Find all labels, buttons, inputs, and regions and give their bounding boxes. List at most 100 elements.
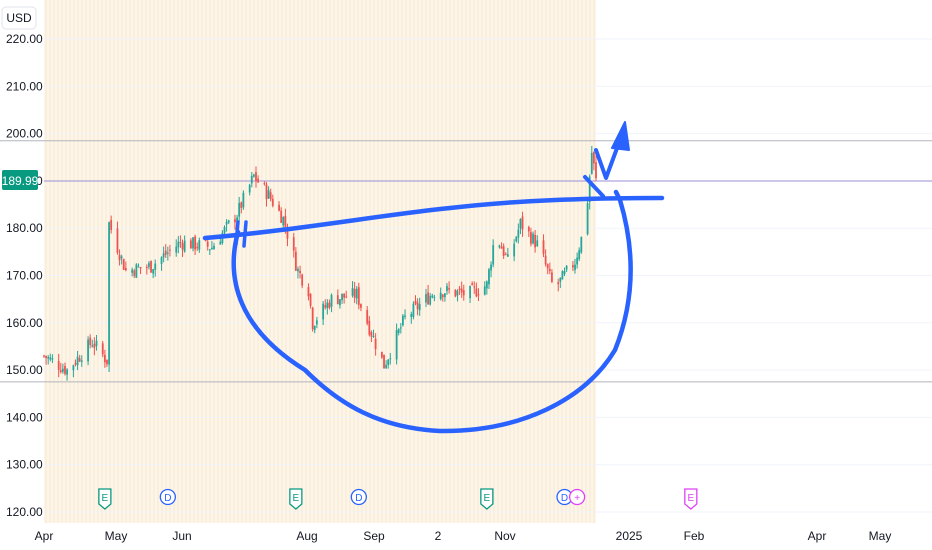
candle-body [330,294,333,307]
candle-body [76,356,79,366]
candle-body [485,281,488,289]
candle-body [294,251,297,271]
candle-body [169,249,171,251]
candle-body [471,283,474,286]
price-axis[interactable]: 220.00210.00200.00190.00180.00170.00160.… [6,32,43,519]
candle-body [439,292,442,300]
candle-body [572,265,574,268]
tick-mark-right [242,220,248,248]
candle-body [429,295,432,305]
x-tick-label: 2 [435,529,442,543]
event-marker-future[interactable]: + [568,488,586,506]
horizontal-lines [0,140,932,383]
event-marker-earnings[interactable]: E [289,488,303,510]
candle-body [43,355,45,357]
candle-body [322,303,325,320]
y-tick-label: 120.00 [6,505,43,519]
dividend-circle [159,488,176,506]
y-tick-label: 180.00 [6,221,43,235]
candle-body [257,178,259,183]
event-marker-earnings[interactable]: E [480,488,494,510]
candle-body [166,252,169,254]
candle-body [355,288,358,299]
event-marker-future[interactable]: E [684,488,698,510]
candle-body [502,246,505,256]
candle-body [412,303,415,317]
candle-body [211,247,213,250]
candle-body [353,288,356,298]
dividend-circle [350,488,367,506]
candle-body [103,355,106,363]
y-tick-label: 170.00 [6,269,43,283]
candle-body [360,304,362,308]
candle-body [563,271,566,274]
event-letter: D [561,493,568,504]
candle-body [357,287,360,305]
candle-body [250,175,253,184]
candle-body [183,240,186,252]
x-tick-label: May [105,529,128,543]
event-marker-dividend[interactable]: D [350,488,367,506]
candle-body [242,192,245,208]
candle-body [576,257,579,265]
candle-body [492,245,495,265]
candle-body [534,234,537,248]
event-letter: E [102,493,109,504]
candle-body [504,253,507,255]
candle-body [389,358,392,360]
candle-body [546,264,549,269]
candle-body [116,228,119,253]
candle-body [469,286,471,299]
candle-body [198,240,201,250]
candle-body [307,287,310,297]
candle-body [339,299,341,306]
candle-body [225,221,228,225]
candle-body [160,257,163,265]
event-marker-earnings[interactable]: E [98,488,112,510]
y-tick-label: 160.00 [6,316,43,330]
candle-body [490,264,492,271]
candle-body [118,254,121,261]
session-shading [44,0,596,523]
candle-body [513,243,516,257]
earnings-flag [98,488,112,510]
candle-body [475,288,478,297]
candle-body [263,183,266,185]
x-tick-label: Sep [363,529,385,543]
candle-body [74,363,77,365]
candle-body [282,216,285,226]
candle-body [223,227,226,233]
y-tick-label: 140.00 [6,410,43,424]
candle-body [324,305,327,308]
event-markers[interactable]: E D E D E D + E [98,488,698,510]
candle-body [72,365,75,371]
currency-label: USD [6,11,32,25]
candle-body [414,300,417,304]
candle-body [477,294,480,296]
candle-body [95,340,98,346]
candle-body [565,265,568,270]
candle-body [336,295,339,304]
candle-body [427,292,429,305]
rim-line [202,195,665,241]
candle-body [488,269,490,285]
history-shade [44,0,596,523]
event-marker-dividend[interactable]: D [159,488,176,506]
candle-body [557,282,560,285]
candle-body [399,327,402,329]
candle-body [343,293,346,298]
earnings-flag [480,488,494,510]
candle-body [498,245,501,248]
candle-body [145,266,148,268]
time-axis[interactable]: Apr May Jun Aug Sep 2 Nov 2025 Feb Apr May [35,529,892,543]
candle-body [227,220,230,223]
candle-body [443,293,446,298]
cup-and-handle-drawing [202,121,665,434]
candle-body [580,236,583,253]
x-tick-label: Nov [494,529,515,543]
candle-body [59,370,62,372]
currency-badge[interactable]: USD [1,6,37,30]
candle-body [137,266,140,268]
candle-body [234,219,236,223]
